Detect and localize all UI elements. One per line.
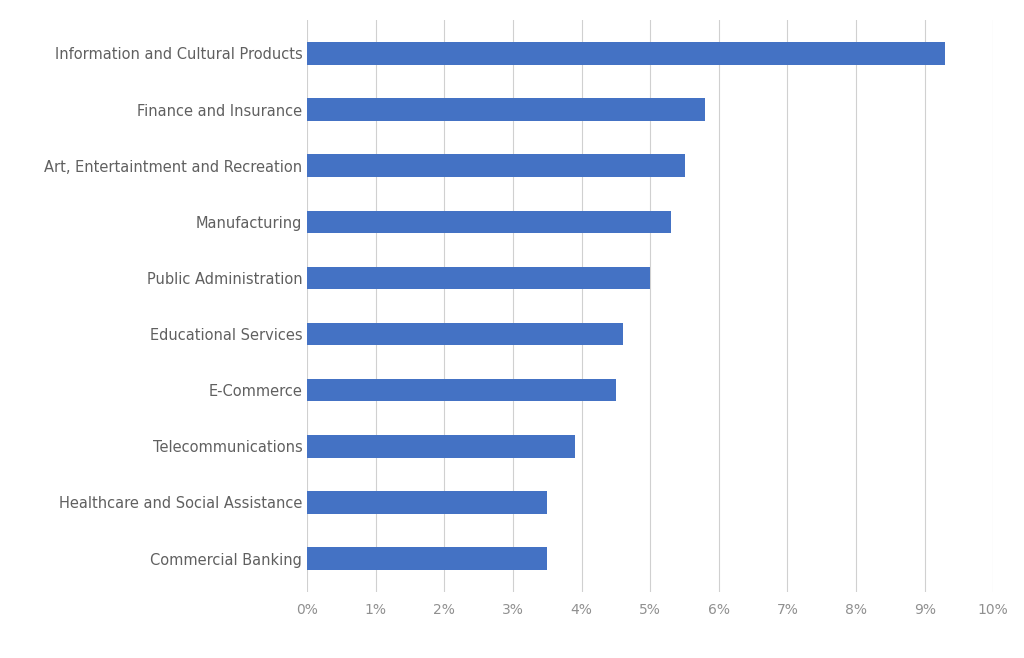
- Bar: [307, 211, 671, 233]
- Bar: [307, 379, 615, 401]
- Bar: [307, 98, 706, 121]
- Bar: [307, 547, 547, 570]
- Bar: [307, 266, 650, 289]
- Bar: [307, 155, 684, 177]
- Bar: [307, 323, 623, 345]
- Bar: [307, 491, 547, 514]
- Bar: [307, 435, 574, 457]
- Bar: [307, 42, 945, 64]
